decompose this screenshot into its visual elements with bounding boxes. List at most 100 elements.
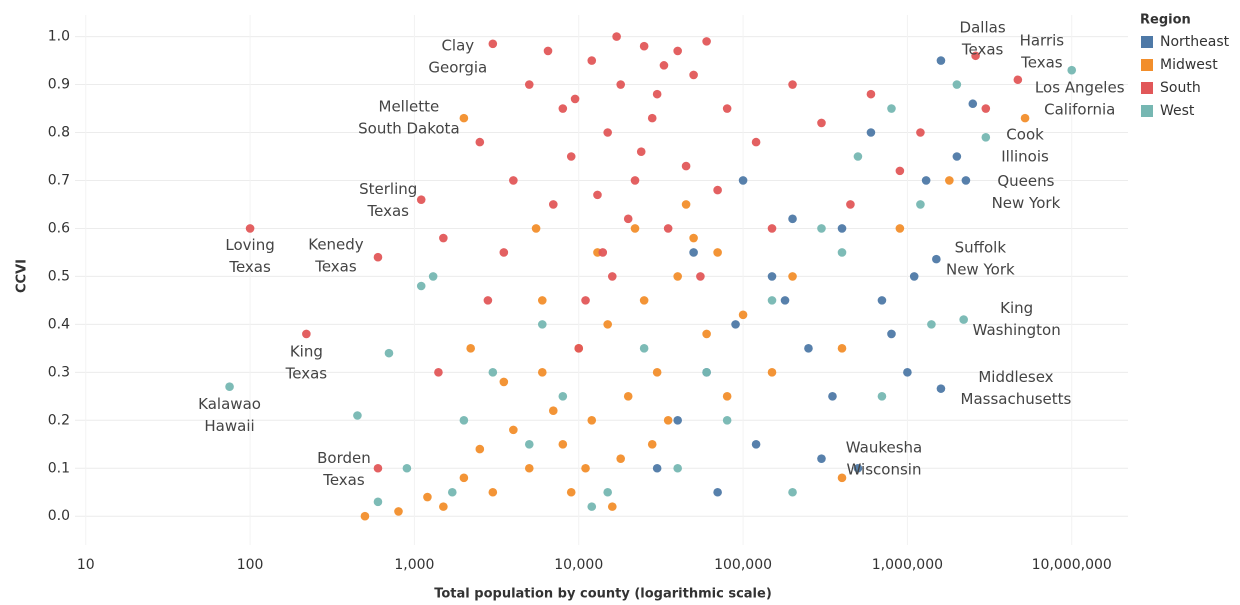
point <box>581 463 590 473</box>
point <box>837 473 847 483</box>
point <box>971 51 980 61</box>
point <box>475 137 485 147</box>
annotation: Queens <box>997 172 1054 190</box>
annotation: Kalawao <box>198 395 261 413</box>
annotation: Hawaii <box>204 417 254 435</box>
point <box>647 113 657 123</box>
point <box>788 80 797 89</box>
point <box>537 296 547 305</box>
point <box>722 415 732 425</box>
point <box>1067 65 1077 75</box>
y-tick-label: 0.8 <box>48 125 70 141</box>
point <box>488 368 498 377</box>
annotation: New York <box>946 261 1015 279</box>
legend-label: Midwest <box>1160 57 1218 73</box>
point <box>402 463 412 473</box>
point <box>968 99 978 109</box>
point <box>952 152 962 161</box>
point <box>360 511 370 521</box>
point <box>488 39 498 49</box>
point <box>647 439 657 449</box>
point <box>499 248 509 257</box>
annotation: Los Angeles <box>1035 79 1125 97</box>
point <box>612 32 621 41</box>
point <box>636 147 646 156</box>
point <box>767 296 777 305</box>
point <box>738 310 748 320</box>
point <box>558 439 568 449</box>
point <box>673 46 682 56</box>
point <box>475 444 485 454</box>
point <box>804 344 813 353</box>
point <box>945 176 954 185</box>
point <box>663 224 673 233</box>
point <box>639 344 649 353</box>
point <box>751 137 761 147</box>
point <box>434 368 443 377</box>
annotation: Waukesha <box>846 438 922 456</box>
point <box>767 224 777 233</box>
point <box>428 272 438 281</box>
y-axis-title: CCVI <box>15 259 30 293</box>
point <box>713 185 722 195</box>
y-tick-label: 0.3 <box>48 364 70 380</box>
grid <box>75 15 1128 545</box>
annotation: Texas <box>366 202 409 220</box>
y-tick-label: 0.1 <box>48 460 70 476</box>
legend-label: Northeast <box>1160 34 1230 50</box>
point <box>981 104 991 113</box>
point <box>659 61 669 70</box>
point <box>731 320 740 329</box>
point <box>689 70 698 80</box>
annotation: Cook <box>1006 126 1044 144</box>
point <box>537 368 547 377</box>
point <box>751 439 761 449</box>
point <box>630 176 640 185</box>
legend-swatch <box>1141 105 1153 117</box>
legend-swatch <box>1141 82 1153 94</box>
point <box>652 368 662 377</box>
x-axis-title: Total population by county (logarithmic … <box>434 587 772 602</box>
annotation: King <box>290 342 323 360</box>
point <box>895 224 905 233</box>
point <box>483 296 493 305</box>
x-tick-label: 10 <box>77 557 95 573</box>
point <box>373 463 383 473</box>
point <box>696 272 705 281</box>
point <box>524 439 534 449</box>
annotation: Dallas <box>960 18 1006 36</box>
annotation: Sterling <box>359 180 417 198</box>
point <box>603 128 612 137</box>
point <box>623 214 633 224</box>
point <box>927 320 936 329</box>
point <box>673 272 682 281</box>
x-tick-label: 100 <box>237 557 264 573</box>
point <box>895 166 905 176</box>
point <box>663 415 673 425</box>
annotation: Massachusetts <box>961 390 1072 408</box>
point <box>558 104 568 113</box>
point <box>524 463 534 473</box>
point <box>598 248 608 257</box>
y-tick-label: 0.4 <box>48 316 70 332</box>
point <box>652 463 662 473</box>
point <box>1013 75 1023 85</box>
point <box>587 502 597 511</box>
x-tick-label: 10,000,000 <box>1032 557 1112 573</box>
point <box>702 368 711 377</box>
point <box>566 487 576 497</box>
point <box>225 382 234 392</box>
point <box>702 329 711 339</box>
point <box>587 415 597 425</box>
annotation: Texas <box>314 258 357 276</box>
annotation: Middlesex <box>978 368 1053 386</box>
y-tick-label: 0.9 <box>48 77 70 93</box>
point <box>574 344 584 353</box>
annotation: Texas <box>1020 53 1063 71</box>
point <box>423 492 432 502</box>
annotation: Washington <box>973 321 1061 339</box>
point <box>616 454 625 463</box>
point <box>639 41 649 51</box>
legend-swatch <box>1141 36 1153 48</box>
annotation: Harris <box>1020 31 1065 49</box>
